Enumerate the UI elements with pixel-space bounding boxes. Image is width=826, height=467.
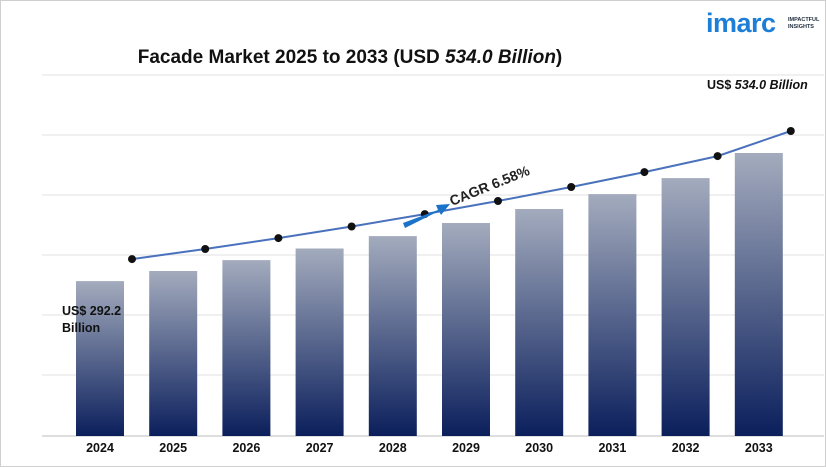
- trend-point-2030: [567, 183, 576, 191]
- trend-point-2031: [640, 168, 649, 177]
- bar-2032: [661, 178, 710, 436]
- bar-2027: [295, 248, 344, 436]
- trend-point-2025: [201, 245, 210, 253]
- bar-2028: [368, 236, 417, 436]
- bar-2025: [149, 271, 198, 436]
- trend-point-2029: [494, 197, 502, 205]
- x-tick-label: 2026: [232, 441, 260, 455]
- x-tick-label: 2031: [598, 441, 626, 455]
- trend-point-2024: [128, 255, 136, 264]
- logo-wordmark: imarc: [706, 8, 776, 38]
- bar-2031: [588, 194, 637, 436]
- trend-point-2026: [274, 234, 283, 243]
- trend-point-2033: [786, 127, 795, 135]
- x-tick-label: 2029: [452, 441, 480, 455]
- bar-2026: [222, 260, 271, 436]
- end-value-label: US$ 534.0 Billion: [707, 78, 808, 92]
- x-tick-label: 2024: [86, 441, 114, 455]
- trend-line: [131, 130, 792, 261]
- logo-tagline: IMPACTFUL INSIGHTS: [788, 17, 820, 30]
- bar-2033: [734, 153, 783, 436]
- bar-2030: [515, 209, 564, 436]
- x-tick-label: 2033: [745, 441, 773, 455]
- chart-title: Facade Market 2025 to 2033 (USD 534.0 Bi…: [137, 47, 563, 68]
- x-tick-label: 2030: [525, 441, 553, 455]
- x-tick-label: 2027: [306, 441, 334, 455]
- bar-2029: [442, 223, 490, 436]
- trend-point-2027: [347, 222, 356, 231]
- bar-2024: [76, 281, 124, 436]
- start-value-label: US$ 292.2 Billion: [62, 304, 122, 335]
- x-tick-label: 2025: [159, 441, 187, 455]
- x-tick-label: 2028: [379, 441, 407, 455]
- imarc-logo: imarc IMPACTFUL INSIGHTS: [706, 8, 819, 38]
- x-tick-label: 2032: [672, 441, 700, 455]
- trend-point-2032: [713, 152, 722, 161]
- cagr-arrow-icon: [403, 204, 450, 228]
